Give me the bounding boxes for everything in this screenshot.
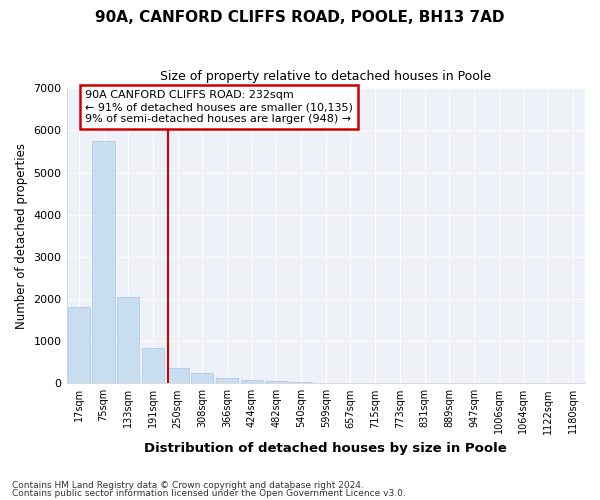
Bar — [241, 380, 263, 384]
Bar — [290, 382, 312, 384]
Y-axis label: Number of detached properties: Number of detached properties — [15, 143, 28, 329]
Text: 90A CANFORD CLIFFS ROAD: 232sqm
← 91% of detached houses are smaller (10,135)
9%: 90A CANFORD CLIFFS ROAD: 232sqm ← 91% of… — [85, 90, 353, 124]
Text: Contains public sector information licensed under the Open Government Licence v3: Contains public sector information licen… — [12, 488, 406, 498]
Bar — [142, 348, 164, 384]
Bar — [68, 308, 90, 384]
Bar — [191, 373, 214, 384]
Title: Size of property relative to detached houses in Poole: Size of property relative to detached ho… — [160, 70, 491, 83]
Text: 90A, CANFORD CLIFFS ROAD, POOLE, BH13 7AD: 90A, CANFORD CLIFFS ROAD, POOLE, BH13 7A… — [95, 10, 505, 25]
Bar — [117, 297, 139, 384]
Text: Contains HM Land Registry data © Crown copyright and database right 2024.: Contains HM Land Registry data © Crown c… — [12, 481, 364, 490]
Bar — [216, 378, 238, 384]
Bar — [167, 368, 189, 384]
Bar — [265, 381, 287, 384]
X-axis label: Distribution of detached houses by size in Poole: Distribution of detached houses by size … — [145, 442, 507, 455]
Bar — [92, 141, 115, 384]
